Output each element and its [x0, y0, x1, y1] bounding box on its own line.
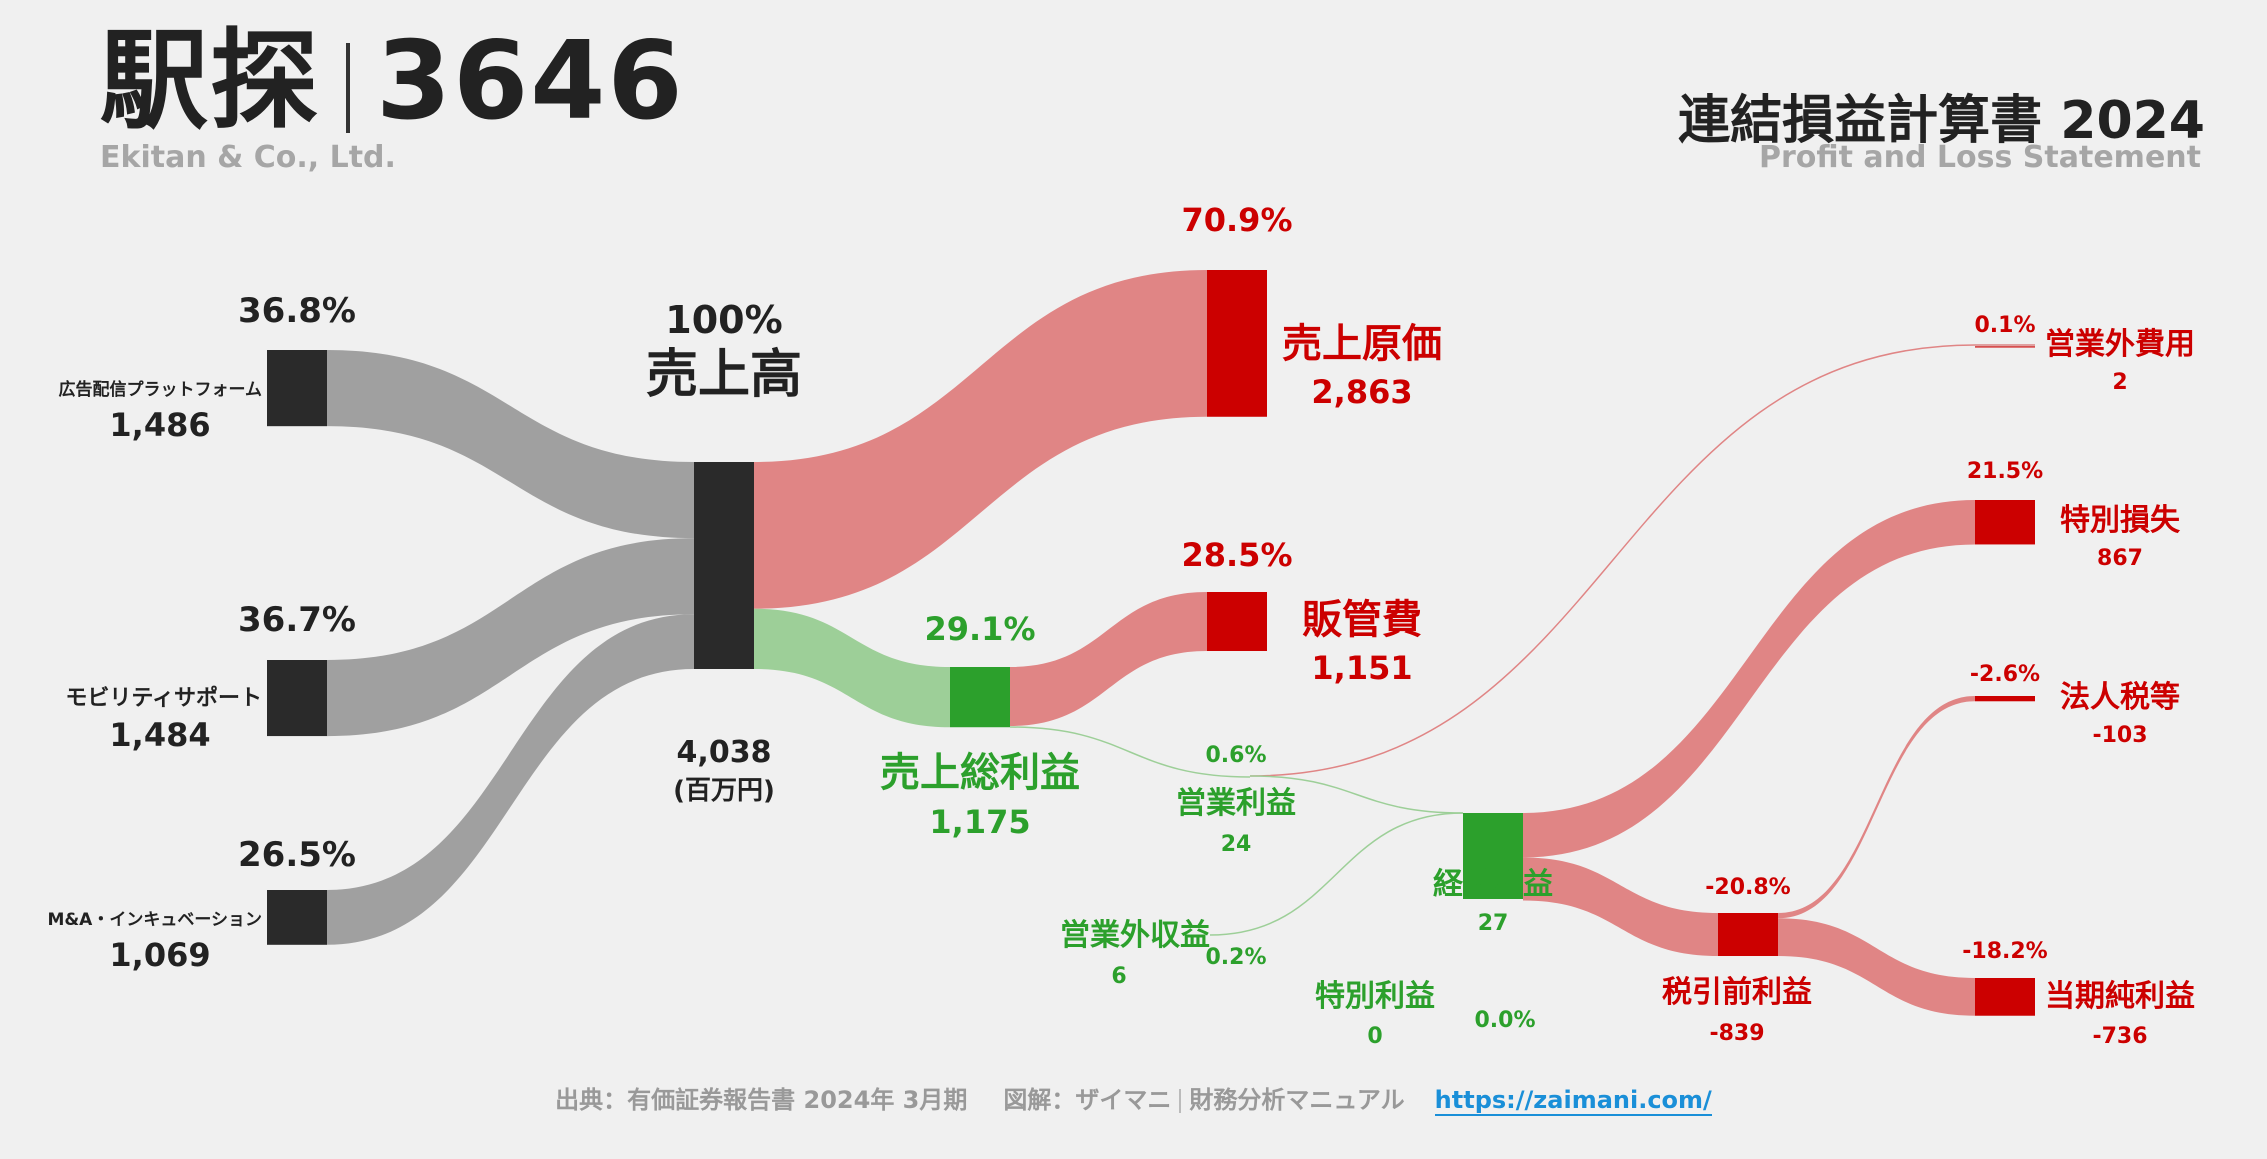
net-label: 当期純利益	[2045, 979, 2195, 1014]
nonop-exp-pct: 0.1%	[1974, 313, 2035, 338]
title-divider	[346, 43, 351, 134]
nonop-inc-label: 営業外収益	[1060, 918, 1210, 953]
segment-label-seg_ma: M&A・インキュベーション	[47, 910, 262, 930]
gross-label: 売上総利益	[880, 750, 1080, 796]
node-gross	[950, 667, 1010, 728]
credit-note: 図解：ザイマニ	[1003, 1086, 1172, 1114]
source-note: 出典：有価証券報告書 2024年 3月期	[555, 1086, 968, 1114]
cogs-pct: 70.9%	[1181, 201, 1292, 239]
flow-op-to-ordinary	[1249, 775, 1464, 814]
nonop-inc-value: 6	[1111, 964, 1126, 989]
sp-loss-label: 特別損失	[2060, 503, 2181, 538]
segment-pct-seg_ad: 36.8%	[238, 291, 356, 331]
segment-label-seg_mob: モビリティサポート	[65, 685, 262, 711]
flow-seg_mob-to-revenue	[327, 538, 694, 737]
revenue-value: 4,038	[677, 735, 772, 770]
node-revenue	[694, 462, 754, 669]
nonop-inc-pct: 0.2%	[1205, 945, 1266, 970]
flow-op-to-nonop_exp	[1249, 344, 1976, 777]
tax-label: 法人税等	[2060, 680, 2180, 715]
flow-seg_ad-to-revenue	[327, 350, 694, 539]
flow-seg_ma-to-revenue	[327, 614, 694, 945]
sp-loss-value: 867	[2097, 546, 2143, 571]
node-cogs	[1207, 270, 1267, 417]
ordinary-value: 27	[1478, 911, 1509, 936]
flow-pretax-to-tax	[1778, 696, 1975, 919]
net-pct: -18.2%	[1962, 939, 2047, 964]
sga-pct: 28.5%	[1181, 536, 1292, 574]
footer: 出典：有価証券報告書 2024年 3月期 図解：ザイマニ 財務分析マニュアル http…	[0, 1080, 2267, 1116]
site-link[interactable]: https://zaimani.com/	[1434, 1086, 1712, 1116]
sga-label: 販管費	[1302, 597, 1422, 643]
flow-pretax-to-net	[1778, 918, 1975, 1016]
pretax-value: -839	[1709, 1021, 1764, 1046]
statement-english-title: Profit and Loss Statement	[1758, 140, 2201, 175]
op-label: 営業利益	[1176, 786, 1296, 821]
net-value: -736	[2092, 1024, 2147, 1049]
flow-revenue-to-gross	[754, 608, 950, 728]
node-seg_mob	[267, 660, 327, 737]
op-value: 24	[1221, 832, 1252, 857]
node-sga	[1207, 592, 1267, 652]
nonop-exp-value: 2	[2112, 370, 2127, 395]
flow-gross-to-sga	[1010, 592, 1207, 727]
cogs-label: 売上原価	[1282, 321, 1442, 367]
statement-title: 連結損益計算書 2024	[1678, 91, 2205, 151]
tax-pct: -2.6%	[1970, 662, 2040, 687]
company-name: 駅探	[100, 19, 321, 144]
sp-gain-pct: 0.0%	[1474, 1008, 1535, 1033]
gross-pct: 29.1%	[924, 610, 1035, 648]
segment-value-seg_ad: 1,486	[109, 406, 210, 444]
flow-revenue-to-cogs	[754, 270, 1207, 609]
sp-gain-label: 特別利益	[1315, 979, 1435, 1014]
node-sp_loss	[1975, 500, 2035, 545]
cogs-value: 2,863	[1311, 373, 1412, 411]
node-seg_ad	[267, 350, 327, 427]
sp-loss-pct: 21.5%	[1967, 459, 2043, 484]
op-pct: 0.6%	[1205, 743, 1266, 768]
revenue-label: 売上高	[646, 345, 802, 405]
node-ordinary	[1463, 813, 1523, 899]
segment-value-seg_mob: 1,484	[109, 716, 210, 754]
ordinary-label: 経常利益	[1433, 867, 1553, 902]
ticker-code: 3646	[376, 19, 685, 144]
node-nonop_exp-bar	[1975, 344, 2035, 347]
segment-value-seg_ma: 1,069	[109, 936, 210, 974]
pretax-pct: -20.8%	[1705, 875, 1790, 900]
node-net	[1975, 978, 2035, 1016]
tax-value: -103	[2092, 723, 2147, 748]
revenue-unit: (百万円)	[673, 776, 775, 806]
flow-ordinary-to-sp_loss	[1523, 500, 1975, 858]
revenue-pct: 100%	[665, 298, 782, 342]
segment-label-seg_ad: 広告配信プラットフォーム	[59, 379, 263, 400]
node-tax	[1975, 696, 2035, 702]
sp-gain-value: 0	[1367, 1024, 1382, 1049]
company-english-name: Ekitan & Co., Ltd.	[100, 140, 396, 175]
flow-nonop_inc-to-ordinary	[1209, 812, 1464, 936]
nonop-exp-label: 営業外費用	[2045, 327, 2195, 362]
flow-ordinary-to-pretax	[1523, 857, 1718, 957]
pretax-label: 税引前利益	[1662, 975, 1812, 1010]
node-seg_ma	[267, 890, 327, 945]
footer-divider	[1179, 1089, 1182, 1113]
segment-pct-seg_mob: 36.7%	[238, 600, 356, 640]
node-pretax	[1718, 913, 1778, 957]
sga-value: 1,151	[1311, 649, 1412, 687]
site-name: 財務分析マニュアル	[1189, 1086, 1405, 1114]
flow-gross-to-op	[1009, 726, 1251, 778]
company-title: 駅探 3646	[100, 28, 685, 136]
segment-pct-seg_ma: 26.5%	[238, 835, 356, 875]
gross-value: 1,175	[929, 803, 1030, 841]
